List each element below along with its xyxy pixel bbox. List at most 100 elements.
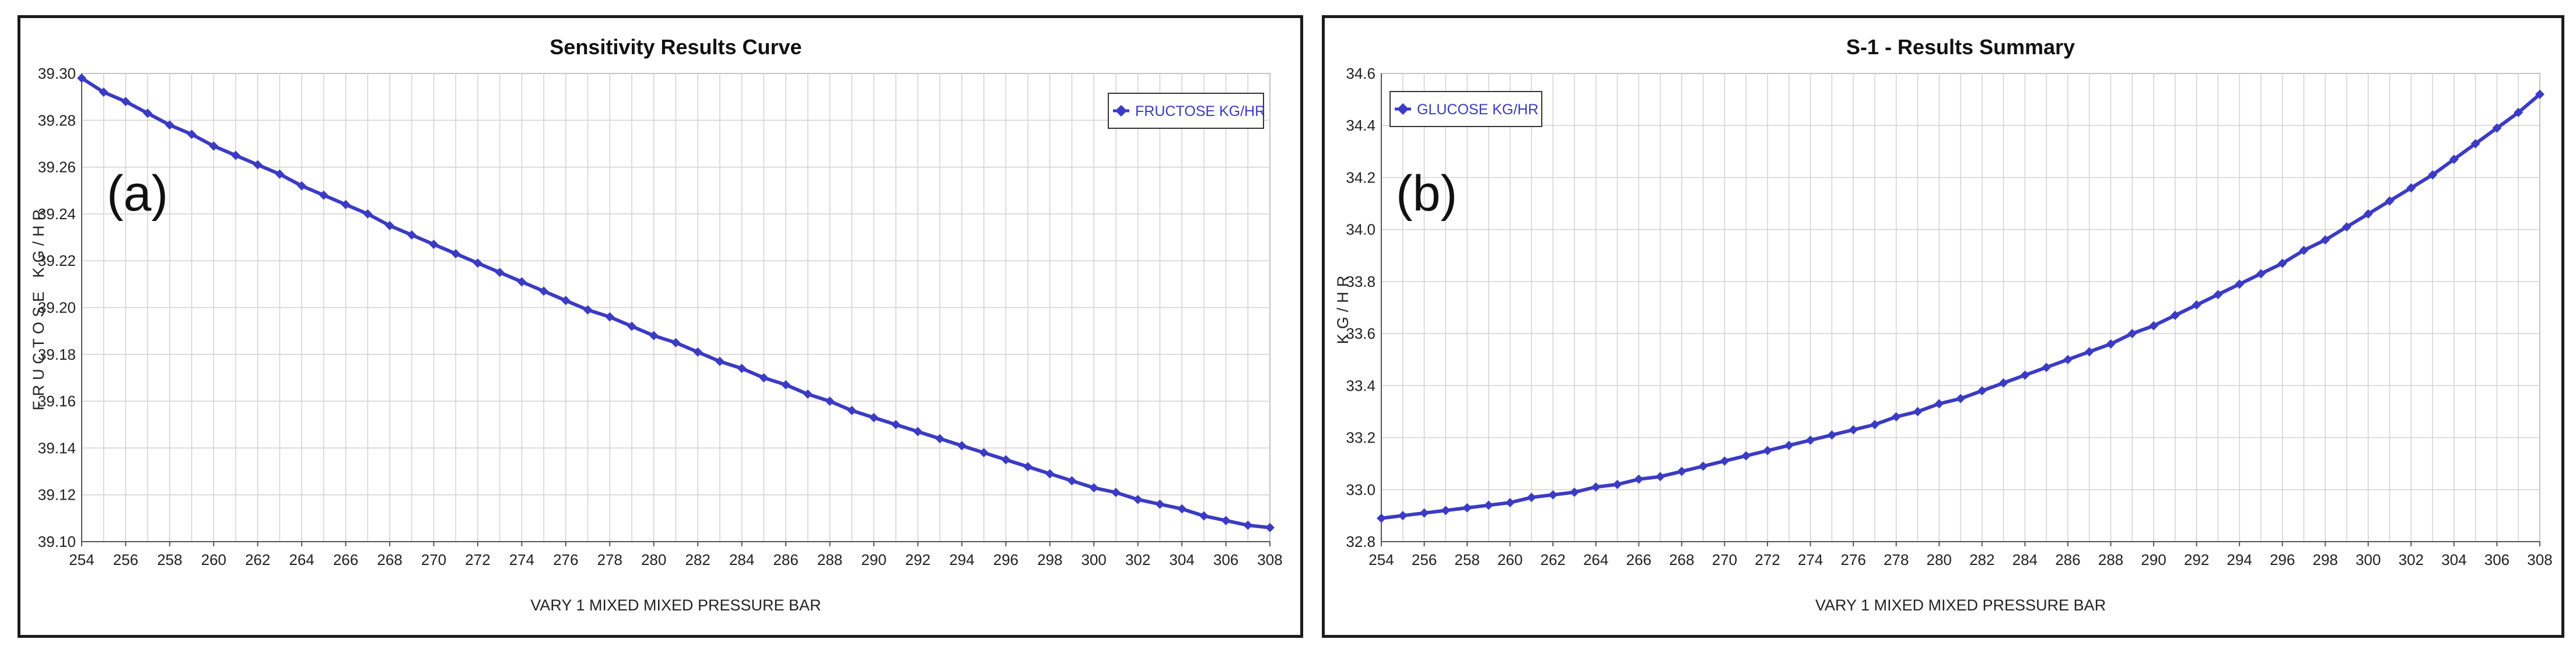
x-tick-label: 288 [2098, 551, 2123, 568]
data-point [935, 434, 945, 444]
data-point [627, 321, 637, 331]
x-tick-label: 284 [2013, 551, 2038, 568]
x-tick-label: 278 [1884, 551, 1909, 568]
data-point [1441, 505, 1451, 515]
data-point [2235, 279, 2245, 289]
data-point [2299, 245, 2309, 255]
data-point [2256, 269, 2266, 279]
x-tick-label: 280 [1927, 551, 1952, 568]
x-tick-label: 300 [1082, 551, 1107, 568]
y-tick-label: 39.12 [38, 486, 76, 504]
data-point [517, 277, 527, 287]
x-tick-label: 308 [2527, 551, 2552, 568]
data-point [1221, 515, 1231, 525]
x-tick-label: 270 [1712, 551, 1737, 568]
data-point [1741, 451, 1751, 461]
chart-title: Sensitivity Results Curve [550, 35, 802, 59]
x-tick-label: 288 [817, 551, 842, 568]
data-point [2514, 107, 2524, 117]
data-point [1462, 503, 1472, 513]
data-point [869, 413, 878, 423]
data-point [1720, 456, 1730, 466]
x-tick-label: 262 [245, 551, 270, 568]
data-point [2320, 235, 2330, 245]
data-point [671, 338, 681, 347]
x-tick-label: 264 [1583, 551, 1608, 568]
y-tick-label: 39.14 [38, 439, 76, 457]
data-point [2428, 170, 2438, 180]
data-point [715, 356, 724, 366]
data-point [1999, 378, 2008, 388]
data-point [77, 73, 86, 83]
data-point [1419, 508, 1429, 518]
data-point [1045, 469, 1055, 479]
legend-marker-icon [1397, 103, 1409, 115]
y-tick-label: 39.18 [38, 346, 76, 363]
y-axis-label: KG/HR [1334, 271, 1352, 345]
data-point [2149, 321, 2158, 331]
x-tick-label: 264 [289, 551, 314, 568]
data-point [1956, 394, 1965, 403]
data-point [1398, 511, 1408, 521]
x-tick-label: 302 [2399, 551, 2424, 568]
data-point [1483, 500, 1493, 510]
data-point [649, 331, 659, 340]
y-tick-label: 34.2 [1346, 168, 1376, 186]
data-point [847, 406, 857, 416]
x-tick-label: 306 [1213, 551, 1238, 568]
x-tick-label: 258 [1454, 551, 1479, 568]
data-point [2385, 196, 2395, 206]
data-point [979, 448, 989, 458]
data-point [891, 420, 901, 430]
y-tick-label: 39.22 [38, 252, 76, 269]
data-point [318, 190, 328, 200]
chart-panel-a: 254 256 258 260 262 264 266 268 270 272 274 276 278 2… [18, 15, 1303, 638]
x-tick-label: 286 [2055, 551, 2080, 568]
data-point [275, 169, 285, 179]
panel-label: (a) [107, 166, 168, 222]
chart-b-svg: 254 256 258 260 262 264 266 268 270 272 274 276 278 2… [1334, 35, 2553, 614]
data-point [2470, 139, 2480, 149]
data-point [1612, 479, 1622, 489]
data-point [2213, 290, 2223, 300]
legend-label: FRUCTOSE KG/HR [1135, 103, 1265, 120]
data-point [1805, 436, 1815, 445]
data-point [1243, 520, 1253, 530]
chart-panel-b: 254 256 258 260 262 264 266 268 270 272 274 276 278 2… [1322, 15, 2564, 638]
x-tick-label: 308 [1257, 551, 1282, 568]
x-tick-label: 304 [1169, 551, 1194, 568]
x-tick-label: 254 [69, 551, 94, 568]
y-tick-label: 39.10 [38, 533, 76, 550]
x-tick-label: 284 [729, 551, 754, 568]
legend-box [1108, 93, 1264, 129]
y-tick-label: 39.30 [38, 65, 76, 82]
data-point [1505, 498, 1515, 508]
data-point [164, 120, 174, 130]
x-tick-label: 278 [597, 551, 622, 568]
x-tick-label: 296 [2270, 551, 2295, 568]
data-point [209, 141, 219, 151]
data-point [1265, 522, 1275, 532]
y-tick-label: 33.8 [1346, 273, 1376, 290]
data-point [1849, 425, 1859, 435]
data-point [451, 249, 461, 259]
x-tick-label: 298 [2313, 551, 2338, 568]
data-point [231, 150, 241, 160]
data-point [1891, 412, 1901, 422]
panel-label: (b) [1396, 166, 1457, 222]
data-point [187, 129, 197, 139]
data-point [407, 230, 416, 240]
x-tick-label: 304 [2441, 551, 2466, 568]
y-tick-label: 34.0 [1346, 221, 1376, 238]
x-tick-label: 282 [685, 551, 710, 568]
x-tick-label: 298 [1037, 551, 1062, 568]
data-point [2492, 123, 2502, 133]
data-point [1676, 466, 1686, 476]
data-point [1977, 386, 1987, 396]
data-point [1827, 430, 1837, 440]
x-tick-label: 276 [553, 551, 578, 568]
x-tick-label: 256 [1412, 551, 1437, 568]
y-tick-label: 39.16 [38, 392, 76, 410]
data-point [1133, 494, 1143, 504]
x-tick-label: 258 [157, 551, 182, 568]
